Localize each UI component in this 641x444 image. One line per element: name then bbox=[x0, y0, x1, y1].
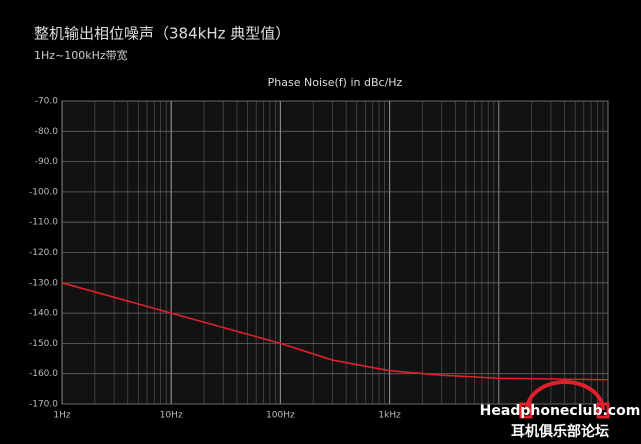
data-line bbox=[61, 282, 609, 381]
y-tick-label: -80.0 bbox=[35, 127, 59, 137]
y-tick-label: -170.0 bbox=[29, 400, 58, 410]
y-tick-label: -130.0 bbox=[29, 278, 58, 288]
y-tick-label: -70.0 bbox=[35, 97, 59, 107]
y-tick-label: -90.0 bbox=[35, 157, 59, 167]
chart-title: Phase Noise(f) in dBc/Hz bbox=[268, 76, 403, 89]
x-tick-label: 100Hz bbox=[266, 411, 295, 421]
watermark: Headphoneclub.com 耳机俱乐部论坛 bbox=[480, 380, 641, 440]
y-tick-label: -100.0 bbox=[29, 187, 58, 197]
y-tick-label: -140.0 bbox=[29, 309, 58, 319]
headphone-icon bbox=[525, 380, 605, 411]
page-title: 整机输出相位噪声（384kHz 典型值） bbox=[34, 25, 290, 43]
watermark-name: 耳机俱乐部论坛 bbox=[511, 423, 609, 440]
x-tick-label: 10Hz bbox=[160, 411, 183, 421]
y-tick-label: -150.0 bbox=[29, 339, 58, 349]
y-tick-label: -120.0 bbox=[29, 248, 58, 258]
x-tick-label: 1kHz bbox=[378, 411, 401, 421]
y-tick-label: -110.0 bbox=[29, 218, 58, 228]
watermark-site: Headphoneclub.com bbox=[480, 403, 641, 419]
ear-cup bbox=[519, 402, 533, 419]
y-tick-label: -160.0 bbox=[29, 369, 58, 379]
ear-cup bbox=[596, 402, 610, 419]
x-tick-label: 1Hz bbox=[53, 411, 70, 421]
page-subtitle: 1Hz~100kHz带宽 bbox=[34, 48, 128, 62]
